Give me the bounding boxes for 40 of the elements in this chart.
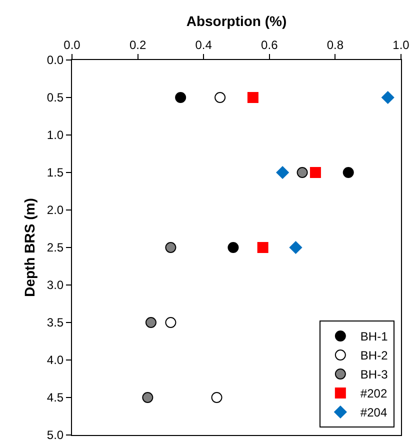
point [247,92,258,103]
point [165,242,176,253]
y-tick-label: 3.0 [46,278,64,292]
point [310,167,321,178]
x-tick-label: 0.0 [64,38,81,52]
point [211,392,222,403]
x-tick-label: 0.6 [261,38,278,52]
point [342,167,354,178]
y-tick-label: 2.0 [46,203,64,218]
x-tick-label: 0.4 [195,38,212,52]
point [142,392,154,403]
y-tick-label: 4.5 [46,390,64,405]
y-tick-label: 5.0 [46,428,64,442]
y-tick-label: 1.0 [46,128,64,142]
legend-label: BH-1 [360,330,388,344]
y-axis-title: Depth BRS (m) [22,198,38,297]
point [381,91,394,104]
point [276,166,289,179]
legend-label: BH-2 [360,348,388,363]
point [228,242,239,253]
point [214,92,226,103]
point [289,241,302,254]
y-tick-label: 3.5 [46,316,64,330]
legend-label: BH-3 [360,368,388,382]
y-tick-label: 4.0 [46,353,64,368]
point [175,92,186,103]
legend-label: #204 [360,406,388,420]
y-tick-label: 0.0 [46,53,64,68]
point [145,317,156,328]
y-tick-label: 1.5 [46,166,64,180]
x-tick-label: 0.8 [326,38,344,52]
x-axis-title: Absorption (%) [186,12,287,29]
y-tick-label: 2.5 [46,240,64,255]
x-tick-label: 1.0 [392,38,410,52]
y-tick-label: 0.5 [46,90,64,105]
legend-label: #202 [360,386,388,401]
point [257,242,268,253]
point [296,167,308,178]
point [165,317,176,328]
x-tick-label: 0.2 [129,38,146,52]
